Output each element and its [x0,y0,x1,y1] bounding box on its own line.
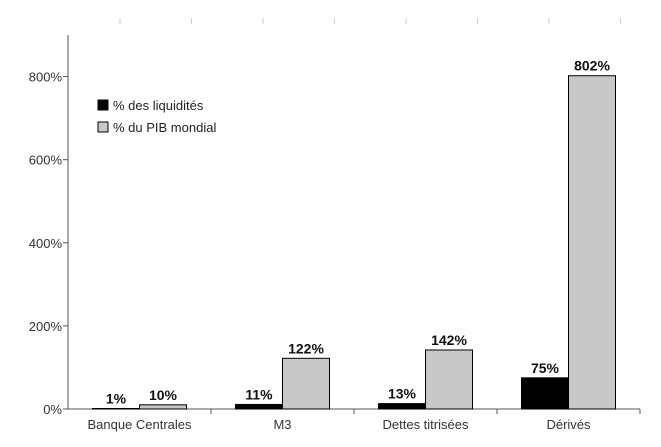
data-labels: 1% 10% 11% 122% 13% 142% 75% 802% [106,58,611,407]
y-tick-label: 400% [29,236,63,251]
bar-series-0-0 [92,408,140,410]
top-tick-marks [119,18,621,24]
data-label-series-0-0: 1% [106,391,127,407]
category-label: M3 [273,417,291,432]
bar-series-0-1 [235,403,283,410]
bar-series-0-3 [521,377,569,410]
data-label-series-1-3: 802% [574,58,610,74]
y-axis: 0% 200% 400% 600% 800% [29,35,69,417]
y-tick-label: 600% [29,153,63,168]
legend-swatch-series-1 [97,121,109,133]
bar-series-1-3 [568,75,616,410]
bars [92,75,616,410]
data-label-series-1-2: 142% [431,332,467,348]
data-label-series-1-0: 10% [149,387,178,403]
data-label-series-0-2: 13% [388,386,417,402]
data-label-series-0-3: 75% [531,360,560,376]
category-labels: Banque Centrales M3 Dettes titrisées Dérivé… [87,417,591,432]
legend-label-series-0: % des liquidités [113,98,204,113]
data-label-series-0-1: 11% [245,386,273,402]
y-tick-label: 200% [29,319,63,334]
y-tick-label: 800% [29,70,63,85]
legend: % des liquidités % du PIB mondial [97,98,216,135]
bar-series-1-0 [139,404,187,410]
category-label: Banque Centrales [87,417,192,432]
bar-series-1-2 [425,349,473,410]
x-axis [68,408,641,414]
legend-label-series-1: % du PIB mondial [113,120,216,135]
category-label: Dettes titrisées [383,417,469,432]
data-label-series-1-1: 122% [288,340,324,356]
legend-swatch-series-0 [97,99,109,111]
y-tick-label: 0% [43,402,62,417]
bar-series-1-1 [282,357,330,410]
category-label: Dérivés [546,417,591,432]
bar-series-0-2 [378,403,426,410]
